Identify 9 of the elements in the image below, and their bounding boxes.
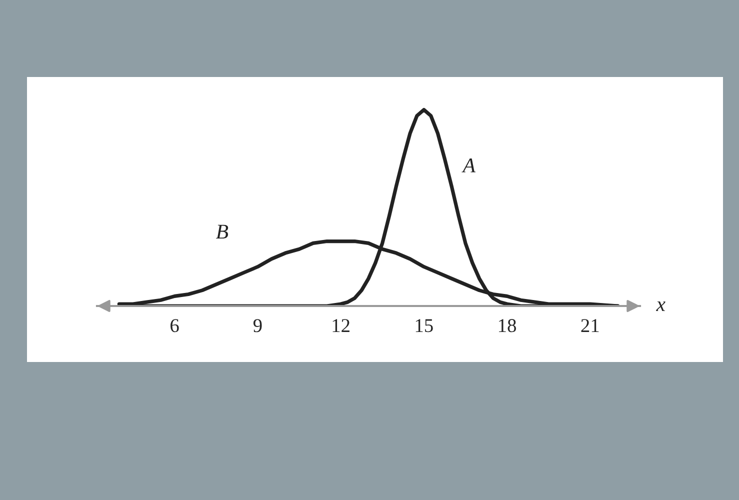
x-tick-label: 6: [170, 319, 179, 332]
x-tick-label: 15: [416, 319, 433, 332]
x-tick-label: 12: [332, 319, 350, 332]
x-tick-label: 21: [581, 319, 599, 332]
x-tick-label: 18: [499, 319, 516, 332]
series-label: B: [216, 224, 228, 239]
series-label: A: [462, 158, 476, 172]
x-tick-label: 9: [253, 319, 262, 332]
x-axis-title: x: [656, 301, 666, 312]
